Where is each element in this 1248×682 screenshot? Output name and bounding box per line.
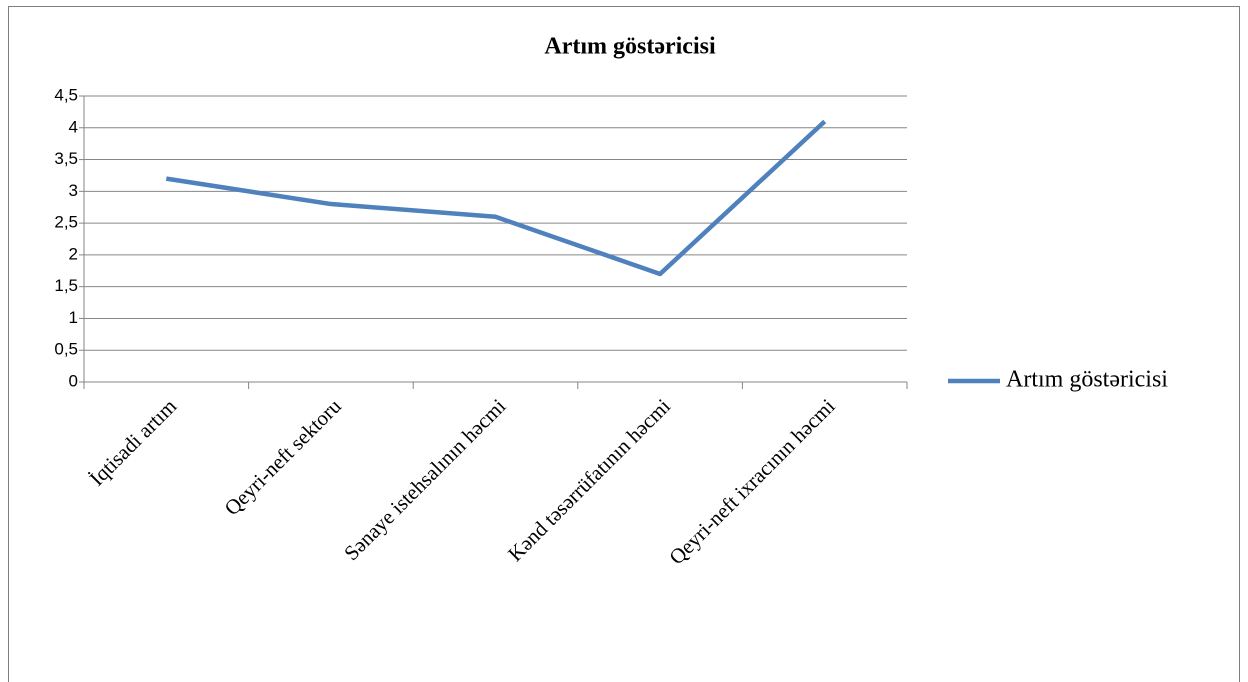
y-tick-label: 2 xyxy=(69,244,78,263)
y-tick-label: 1 xyxy=(69,308,78,327)
y-tick-label: 4,5 xyxy=(54,85,78,104)
chart-title: Artım göstəricisi xyxy=(544,34,716,60)
x-tick-label: Sənaye istehsalının həcmi xyxy=(339,394,510,565)
x-tick-label: Qeyri-neft sektoru xyxy=(220,394,347,521)
y-tick-label: 3 xyxy=(69,181,78,200)
legend-label: Artım göstəricisi xyxy=(1006,367,1168,393)
y-tick-label: 1,5 xyxy=(54,276,78,295)
x-tick-label: Qeyri-neft ixracının həcmi xyxy=(664,394,839,569)
y-tick-label: 3,5 xyxy=(54,149,78,168)
x-tick-label: Kənd təsərrüfatının həcmi xyxy=(503,394,675,566)
y-tick-label: 2,5 xyxy=(54,213,78,232)
line-series xyxy=(165,119,827,277)
chart-border xyxy=(8,6,1240,682)
x-tick-label: İqtisadi artım xyxy=(85,394,182,491)
y-tick-label: 0,5 xyxy=(54,340,78,359)
y-tick-label: 0 xyxy=(69,371,78,390)
y-tick-label: 4 xyxy=(69,117,78,136)
